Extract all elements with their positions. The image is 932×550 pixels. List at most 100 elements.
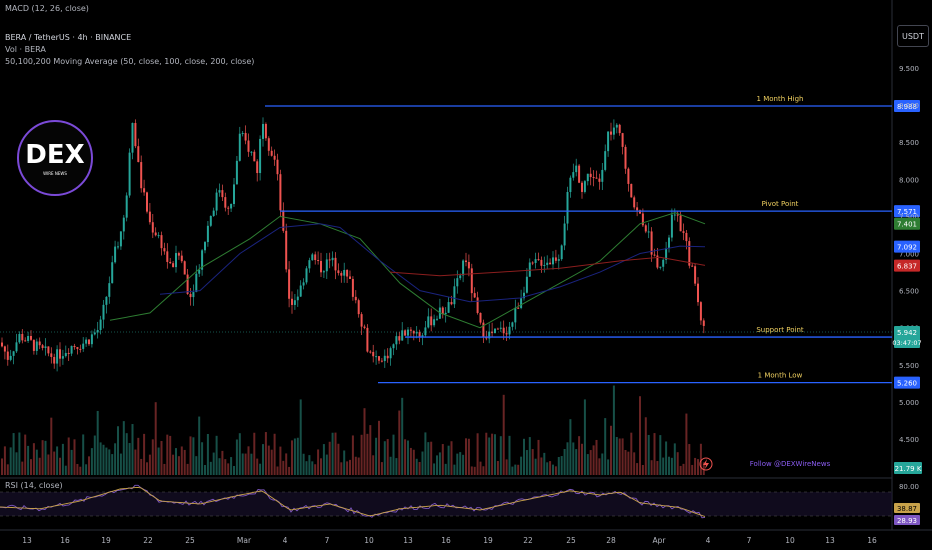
candle-body [331,257,334,261]
candle-body [96,329,99,333]
volume-bar [148,454,151,475]
candle-body [618,124,621,134]
volume-bar [82,434,85,475]
x-tick-label: 10 [364,536,374,545]
volume-bar [314,464,317,475]
candle-body [659,266,662,268]
volume-bar [546,462,549,475]
candle-body [50,353,53,357]
volume-bar [180,446,183,475]
candle-body [160,235,163,249]
candle-body [102,304,105,320]
volume-bar [189,436,192,475]
candle-body [183,261,186,275]
x-tick-label: 4 [283,536,288,545]
volume-bar [337,443,340,475]
candle-body [67,352,70,354]
volume-bar [563,449,566,475]
volume-bars [1,385,705,475]
currency-button[interactable]: USDT [897,25,929,47]
volume-bar [662,457,665,475]
candle-body [157,235,160,237]
candle-body [302,282,305,286]
volume-bar [383,441,386,475]
volume-bar [659,435,662,475]
volume-bar [209,461,212,475]
volume-bar [378,420,380,475]
volume-bar [206,433,209,475]
volume-bar [349,459,351,475]
volume-bar [531,449,534,475]
x-tick-label: 16 [60,536,70,545]
volume-bar [233,465,235,475]
candle-body [61,356,64,359]
volume-bar [90,448,93,475]
volume-bar [447,445,450,475]
volume-bar [340,462,343,475]
candle-body [24,340,27,342]
volume-bar [311,461,314,475]
volume-bar [670,457,673,475]
volume-bar [421,451,424,475]
volume-bar [343,450,346,475]
volume-bar [467,438,470,475]
candle-body [644,225,647,232]
price-axis: 9.5009.0008.5008.0007.5007.0006.5006.000… [899,65,919,444]
volume-bar [296,437,299,475]
logo-text: DEX [25,140,84,170]
volume-bar [293,438,296,475]
candle-body [148,211,151,223]
candle-body [1,342,3,347]
candle-body [383,355,386,362]
volume-bar [488,437,491,475]
volume-bar [131,424,134,475]
candle-body [610,131,612,135]
volume-bar [656,461,659,475]
candle-body [482,322,485,337]
macd-indicator-label[interactable]: MACD (12, 26, close) [5,4,89,13]
candle-body [702,320,705,326]
volume-tag [894,462,922,474]
volume-bar [618,438,621,475]
volume-bar [305,461,308,475]
symbol-title[interactable]: BERA / TetherUS · 4h · BINANCE [5,33,132,42]
candle-body [6,351,9,360]
candle-body [314,254,317,261]
volume-bar [392,434,395,475]
x-tick-label: 22 [143,536,153,545]
volume-indicator-label[interactable]: Vol · BERA [5,45,46,54]
ma-indicator-label[interactable]: 50,100,200 Moving Average (50, close, 10… [5,57,255,66]
candle-body [612,127,615,135]
x-tick-label: Apr [653,536,667,545]
volume-bar [459,452,462,475]
candle-body [56,349,59,364]
volume-bar [3,446,6,475]
volume-bar [511,466,514,475]
candle-body [566,192,569,224]
volume-bar [612,385,615,475]
candle-body [38,341,41,346]
candle-body [380,360,383,362]
x-tick-label: 16 [867,536,877,545]
candle-body [502,327,505,334]
volume-bar [24,434,27,475]
volume-bar [276,466,279,475]
volume-bar [291,440,293,475]
candle-body [241,133,244,135]
volume-bar [508,435,511,475]
candle-body [575,165,578,173]
volume-bar [456,453,459,475]
candle-body [528,262,531,277]
candle-body [607,131,610,152]
candle-body [598,178,601,182]
candle-body [238,133,241,161]
volume-bar [96,410,99,475]
volume-bar [108,449,111,475]
rsi-indicator-label[interactable]: RSI (14, close) [5,481,63,490]
candle-body [363,326,366,328]
volume-bar [79,466,82,475]
candle-body [615,124,618,128]
volume-bar [18,432,21,475]
candle-body [543,264,546,266]
